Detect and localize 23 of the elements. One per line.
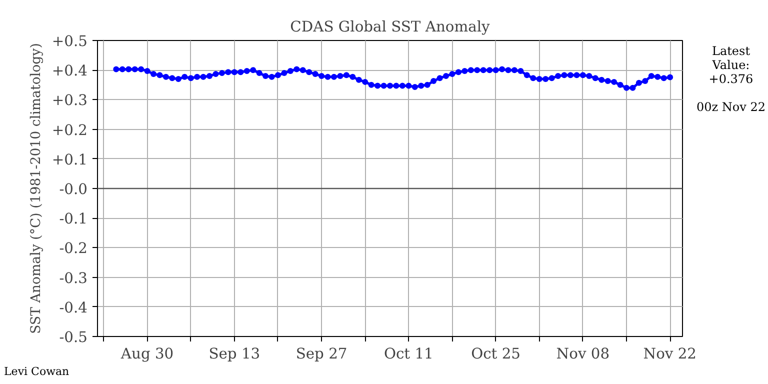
text: 00z Nov 22 bbox=[696, 100, 766, 114]
y-tick-label: +0.2 bbox=[52, 122, 88, 139]
y-tick-label: +0.5 bbox=[52, 33, 88, 50]
x-tick-label: Nov 08 bbox=[556, 346, 610, 362]
chart-title: CDAS Global SST Anomaly bbox=[290, 18, 491, 36]
x-tick-label: Oct 11 bbox=[384, 346, 434, 362]
y-axis-title: SST Anomaly (°C) (1981-2010 climatology) bbox=[28, 43, 44, 334]
y-tick-label: -0.0 bbox=[59, 181, 88, 198]
y-tick-label: +0.4 bbox=[52, 62, 88, 80]
x-tick-label: Oct 25 bbox=[471, 346, 521, 362]
x-tick-label: Sep 13 bbox=[208, 346, 260, 362]
y-tick-label: +0.3 bbox=[52, 92, 88, 110]
y-tick-label: +0.1 bbox=[52, 151, 88, 168]
x-tick-label: Nov 22 bbox=[643, 346, 697, 362]
y-tick-label: -0.3 bbox=[59, 270, 88, 287]
x-tick-label: Sep 27 bbox=[296, 346, 348, 362]
y-tick-label: -0.1 bbox=[59, 210, 88, 228]
y-tick-label: -0.2 bbox=[59, 240, 88, 258]
text: Levi Cowan bbox=[4, 365, 70, 378]
y-tick-label: -0.5 bbox=[59, 329, 88, 346]
text: Latest Value: +0.376 bbox=[708, 44, 754, 86]
y-tick-label: -0.4 bbox=[59, 299, 88, 316]
x-tick-label: Aug 30 bbox=[120, 346, 174, 362]
